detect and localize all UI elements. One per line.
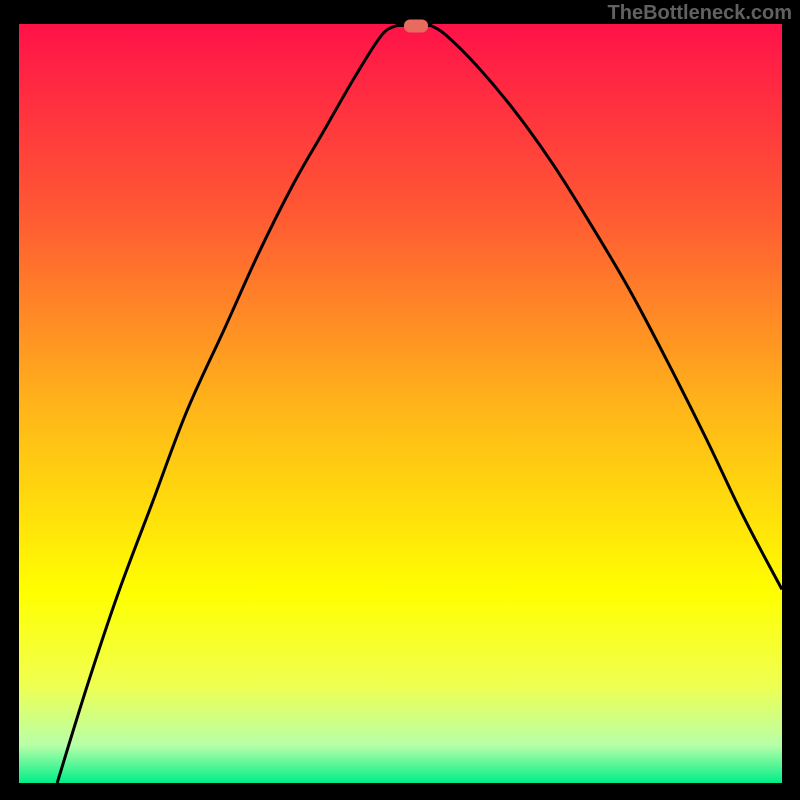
bottleneck-curve: [19, 24, 782, 783]
chart-plot-area: [19, 24, 782, 783]
curve-path: [57, 26, 782, 783]
watermark-text: TheBottleneck.com: [608, 2, 792, 25]
optimal-point-marker: [404, 19, 428, 32]
